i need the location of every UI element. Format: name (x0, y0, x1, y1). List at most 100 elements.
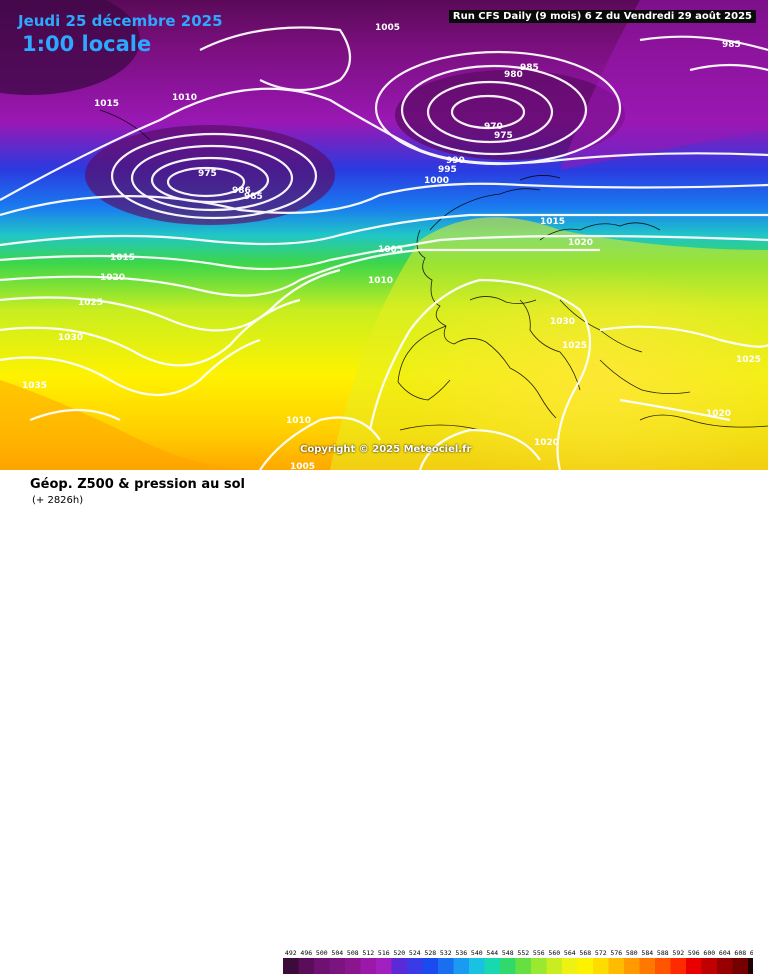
scale-tick-label: 536 (455, 949, 467, 957)
scale-swatch (376, 958, 392, 974)
scale-tick-label: 516 (378, 949, 390, 957)
scale-tick-label: 520 (393, 949, 405, 957)
pressure-label: 975 (198, 169, 217, 179)
scale-swatch (624, 958, 640, 974)
pressure-label: 986 (232, 186, 251, 196)
scale-swatch (732, 958, 748, 974)
scale-tick-label: 588 (657, 949, 669, 957)
scale-swatch (453, 958, 469, 974)
scale-swatch (546, 958, 562, 974)
scale-swatch (360, 958, 376, 974)
scale-swatch (329, 958, 345, 974)
pressure-label: 1025 (736, 355, 761, 365)
scale-swatch (283, 958, 299, 974)
forecast-date: Jeudi 25 décembre 2025 (18, 12, 223, 30)
scale-swatch (438, 958, 454, 974)
pressure-label: 1015 (94, 99, 119, 109)
scale-tick-label: 548 (502, 949, 514, 957)
scale-tick-label: 492 (285, 949, 297, 957)
scale-tick-label: 592 (672, 949, 684, 957)
pressure-label: 1000 (424, 176, 449, 186)
scale-swatch (562, 958, 578, 974)
scale-tick-label: 540 (471, 949, 483, 957)
pressure-label: 985 (244, 192, 263, 202)
run-info-banner: Run CFS Daily (9 mois) 6 Z du Vendredi 2… (448, 10, 756, 23)
scale-swatch (484, 958, 500, 974)
scale-swatch (593, 958, 609, 974)
scale-tick-label: 552 (517, 949, 529, 957)
scale-swatch (531, 958, 547, 974)
scale-swatch (701, 958, 717, 974)
pressure-label: 970 (484, 122, 503, 132)
scale-tick-label: 604 (719, 949, 731, 957)
local-time: 1:00 locale (22, 32, 152, 56)
scale-swatch (748, 958, 753, 974)
pressure-label: 980 (504, 70, 523, 80)
scale-tick-label: 576 (610, 949, 622, 957)
scale-swatch (515, 958, 531, 974)
pressure-label: 1020 (568, 238, 593, 248)
scale-tick-label: 600 (703, 949, 715, 957)
scale-tick-label: 560 (548, 949, 560, 957)
scale-tick-label: 580 (626, 949, 638, 957)
pressure-label: 1035 (22, 381, 47, 391)
scale-tick-label: 568 (579, 949, 591, 957)
forecast-map: 1005985985980101510109709759759869859909… (0, 0, 768, 470)
scale-swatch (298, 958, 314, 974)
scale-tick-label: 500 (316, 949, 328, 957)
pressure-label: 1010 (172, 93, 197, 103)
scale-swatch (686, 958, 702, 974)
scale-swatch (469, 958, 485, 974)
scale-tick-label: 528 (424, 949, 436, 957)
scale-tick-label: 564 (564, 949, 576, 957)
scale-tick-label: 504 (331, 949, 343, 957)
pressure-label: 990 (446, 156, 465, 166)
pressure-label: 1005 (375, 23, 400, 33)
lead-time: (+ 2826h) (32, 495, 84, 506)
pressure-label: 1015 (540, 217, 565, 227)
scale-tick-label: 608 (734, 949, 746, 957)
scale-swatch (422, 958, 438, 974)
scale-tick-label: 612 (750, 949, 753, 957)
scale-tick-label: 524 (409, 949, 421, 957)
parameter-title: Géop. Z500 & pression au sol (30, 477, 245, 492)
pressure-label: 1005 (378, 245, 403, 255)
scale-tick-label: 532 (440, 949, 452, 957)
scale-tick-label: 544 (486, 949, 498, 957)
pressure-label: 985 (520, 63, 539, 73)
pressure-label: 995 (438, 165, 457, 175)
scale-swatch (608, 958, 624, 974)
scale-swatch (500, 958, 516, 974)
scale-swatch (655, 958, 671, 974)
scale-swatch (407, 958, 423, 974)
pressure-label: 1015 (110, 253, 135, 263)
pressure-label: 1030 (550, 317, 575, 327)
scale-tick-label: 556 (533, 949, 545, 957)
pressure-label: 985 (722, 40, 741, 50)
scale-tick-label: 512 (362, 949, 374, 957)
scale-swatch (345, 958, 361, 974)
pressure-label: 1025 (562, 341, 587, 351)
pressure-label: 1025 (78, 298, 103, 308)
scale-swatch (577, 958, 593, 974)
pressure-label: 1020 (706, 409, 731, 419)
scale-tick-label: 572 (595, 949, 607, 957)
pressure-label: 1010 (286, 416, 311, 426)
pressure-label: 1005 (290, 462, 315, 470)
pressure-label: 975 (494, 131, 513, 141)
color-scale: 492 496 500 504 508 512 516 520 524 528 532 536 540 5… (283, 949, 753, 974)
pressure-label: 1010 (368, 276, 393, 286)
scale-tick-label: 508 (347, 949, 359, 957)
scale-swatch (314, 958, 330, 974)
scale-swatch (670, 958, 686, 974)
scale-swatch (391, 958, 407, 974)
scale-swatch (639, 958, 655, 974)
scale-tick-label: 596 (688, 949, 700, 957)
pressure-label: 1020 (534, 438, 559, 448)
scale-swatch (717, 958, 733, 974)
scale-tick-label: 496 (300, 949, 312, 957)
copyright-notice: Copyright © 2025 Meteociel.fr (300, 444, 472, 455)
pressure-label: 1030 (58, 333, 83, 343)
scale-tick-label: 584 (641, 949, 653, 957)
